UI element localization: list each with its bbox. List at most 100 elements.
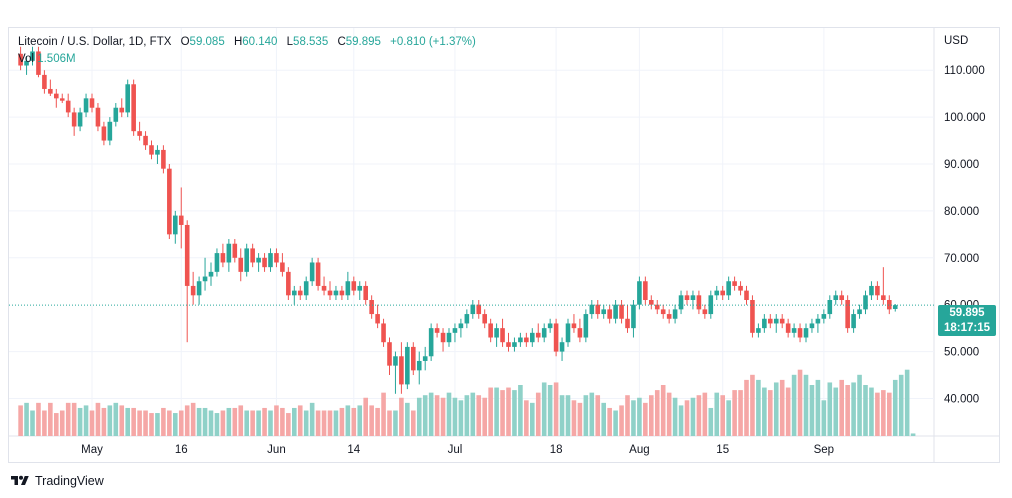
candle-body <box>30 51 35 61</box>
candle-body <box>375 314 380 324</box>
candle-body <box>422 356 428 361</box>
volume-bar <box>500 390 505 436</box>
volume-bar <box>173 413 178 436</box>
volume-bar <box>732 390 737 436</box>
volume-bar <box>833 387 839 436</box>
volume-bar <box>791 374 797 436</box>
volume-bar <box>738 390 743 436</box>
candle-body <box>863 295 868 310</box>
candle-body <box>24 60 29 66</box>
volume-bar <box>904 369 910 436</box>
candle-body <box>244 248 249 272</box>
candle-body <box>524 337 529 343</box>
volume-bar <box>30 410 35 436</box>
volume-bar <box>202 407 208 436</box>
volume-bar <box>95 402 101 436</box>
volume-bar <box>428 392 434 436</box>
y-tick-label: 100.000 <box>944 112 986 124</box>
candle-body <box>226 243 232 263</box>
candle-body <box>464 314 470 324</box>
candle-body <box>869 285 874 296</box>
candle-body <box>292 290 297 296</box>
volume-bar <box>262 407 267 436</box>
candle-body <box>220 253 226 263</box>
volume-bar <box>315 410 321 436</box>
volume-bar <box>36 402 41 436</box>
volume-bar <box>571 400 577 436</box>
volume-bar <box>309 402 315 436</box>
candle-body <box>59 98 65 101</box>
change-value: +0.810 (+1.37%) <box>390 36 476 48</box>
volume-bar <box>869 387 874 436</box>
volume-bar <box>547 385 553 436</box>
candle-body <box>530 332 535 343</box>
volume-bar <box>684 400 690 436</box>
candle-body <box>660 309 666 315</box>
volume-bar <box>303 410 309 436</box>
close-value: 59.895 <box>345 36 381 48</box>
volume-bar <box>773 382 779 436</box>
volume-bar <box>89 410 95 436</box>
price-axis: 110.000100.00090.00080.00070.00060.00050… <box>944 35 986 405</box>
candle-body <box>756 328 761 333</box>
volume-bar <box>809 385 815 436</box>
volume-bar <box>416 397 422 436</box>
volume-bar <box>113 402 119 436</box>
volume-bar <box>601 402 606 436</box>
candle-body <box>411 346 416 371</box>
volume-bar <box>131 407 136 436</box>
volume-bar <box>167 410 172 436</box>
volume-bar <box>565 395 571 436</box>
volume-bar <box>482 397 487 436</box>
candle-body <box>887 300 892 310</box>
candle-body <box>488 323 493 338</box>
candle-body <box>89 98 95 108</box>
volume-bar <box>488 387 493 436</box>
candle-body <box>857 309 862 315</box>
tradingview-branding[interactable]: TradingView <box>10 472 104 490</box>
volume-bar <box>107 405 113 436</box>
candle-body <box>845 300 850 329</box>
symbol-title[interactable]: Litecoin / U.S. Dollar, 1D, FTX <box>18 36 172 48</box>
volume-bar <box>470 392 476 436</box>
y-tick-label: 80.000 <box>944 206 979 218</box>
low-value: 58.535 <box>293 36 329 48</box>
volume-bar <box>321 410 327 436</box>
candle-body <box>559 342 565 352</box>
volume-bar <box>821 400 827 436</box>
candle-body <box>785 323 791 333</box>
candle-body <box>268 253 273 268</box>
candle-body <box>619 304 624 319</box>
candle-body <box>357 285 363 291</box>
volume-bar <box>750 374 755 436</box>
candle-body <box>321 285 327 291</box>
candle-body <box>595 304 601 315</box>
currency-label: USD <box>944 35 968 47</box>
volume-bar <box>595 395 601 436</box>
volume-bar <box>71 402 77 436</box>
candle-body <box>184 224 190 286</box>
candle-body <box>821 314 827 319</box>
candle-body <box>214 253 220 272</box>
volume-bar <box>887 392 892 436</box>
candle-body <box>190 285 196 296</box>
x-tick-label: Sep <box>814 444 834 456</box>
candle-body <box>684 295 690 300</box>
volume-bar <box>155 413 160 436</box>
candle-body <box>173 215 178 235</box>
volume-bar <box>256 410 261 436</box>
candle-body <box>399 356 404 385</box>
volume-bar <box>815 379 821 436</box>
candle-body <box>666 314 672 319</box>
volume-bar <box>268 410 273 436</box>
candle-body <box>779 318 785 324</box>
volume-bar <box>506 387 511 436</box>
candle-body <box>387 342 392 366</box>
volume-bar <box>143 410 148 436</box>
candle-body <box>714 290 720 296</box>
volume-bar <box>607 407 612 436</box>
candle-body <box>637 281 642 305</box>
candle-body <box>839 295 844 300</box>
volume-bar <box>702 392 708 436</box>
